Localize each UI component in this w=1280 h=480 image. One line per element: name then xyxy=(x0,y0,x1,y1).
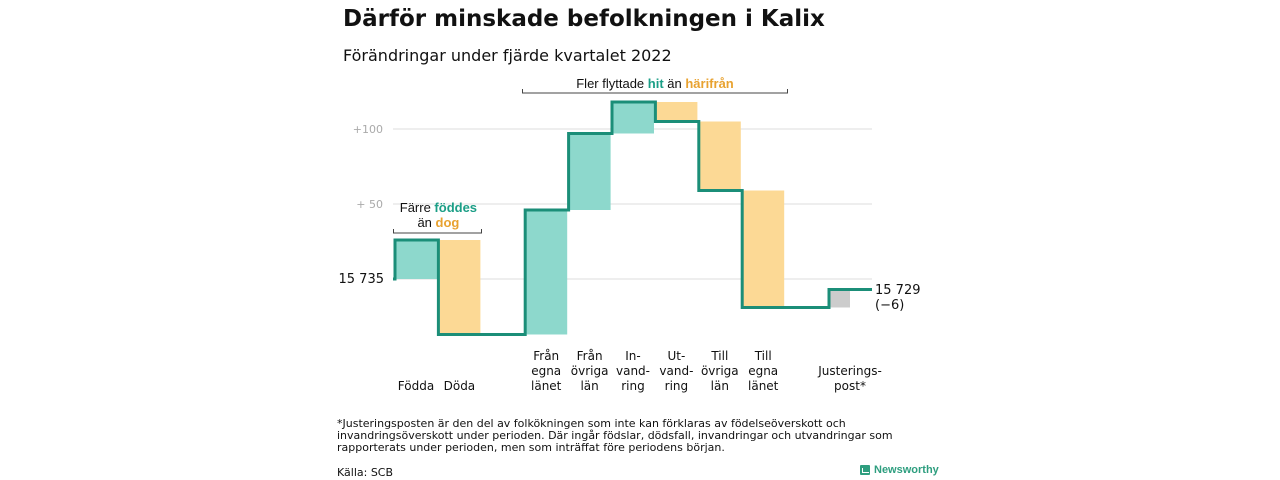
waterfall-bar xyxy=(698,121,741,191)
category-label: Till xyxy=(754,349,772,363)
category-label: Födda xyxy=(398,379,434,393)
category-label: ring xyxy=(621,379,645,393)
logo-text: Newsworthy xyxy=(874,464,939,476)
waterfall-bar xyxy=(742,190,785,308)
end-value-label: 15 729 xyxy=(875,283,921,298)
source-label: Källa: SCB xyxy=(337,466,394,479)
footnote: *Justeringsposten är den del av folkökni… xyxy=(337,417,893,454)
annotation-text: än dog xyxy=(417,215,459,230)
waterfall-bar xyxy=(525,210,568,335)
category-label: vand- xyxy=(616,364,650,378)
newsworthy-logo: Newsworthy xyxy=(860,464,939,476)
category-label: Från xyxy=(533,349,559,363)
y-tick-label: + 50 xyxy=(356,198,383,211)
category-label: Från xyxy=(577,349,603,363)
category-label: egna xyxy=(748,364,778,378)
y-tick-label: +100 xyxy=(353,123,383,136)
annotation-text: Färre föddes xyxy=(400,200,477,215)
category-label: Till xyxy=(710,349,728,363)
step-line xyxy=(393,100,872,336)
category-label: vand- xyxy=(659,364,693,378)
category-label: län xyxy=(711,379,729,393)
chart-subtitle: Förändringar under fjärde kvartalet 2022 xyxy=(343,46,672,65)
annotation-text: Fler flyttade hit än härifrån xyxy=(576,76,734,91)
category-label: egna xyxy=(531,364,561,378)
waterfall-bar xyxy=(395,240,437,279)
category-label: Döda xyxy=(444,379,476,393)
waterfall-bar xyxy=(655,102,698,122)
waterfall-bar xyxy=(438,240,481,335)
chart-logo-icon xyxy=(860,465,870,475)
running-total-line xyxy=(393,100,872,336)
category-label: Justerings- xyxy=(817,364,882,378)
category-label: länet xyxy=(531,379,562,393)
category-label: In- xyxy=(625,349,640,363)
category-label: Ut- xyxy=(667,349,685,363)
category-label: ring xyxy=(665,379,689,393)
end-change-label: (−6) xyxy=(875,298,904,313)
category-label: länet xyxy=(748,379,779,393)
category-label: övriga xyxy=(571,364,609,378)
waterfall-bar xyxy=(612,102,654,134)
category-label: post* xyxy=(834,379,866,393)
start-value-label: 15 735 xyxy=(339,272,385,287)
waterfall-bar xyxy=(568,133,611,210)
chart-bars xyxy=(395,102,850,335)
waterfall-bar xyxy=(830,289,850,308)
category-label: övriga xyxy=(701,364,739,378)
category-label: län xyxy=(580,379,598,393)
chart-title: Därför minskade befolkningen i Kalix xyxy=(343,6,825,32)
